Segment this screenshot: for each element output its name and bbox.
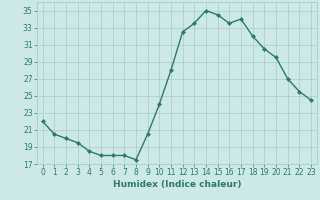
X-axis label: Humidex (Indice chaleur): Humidex (Indice chaleur) [113, 180, 241, 189]
